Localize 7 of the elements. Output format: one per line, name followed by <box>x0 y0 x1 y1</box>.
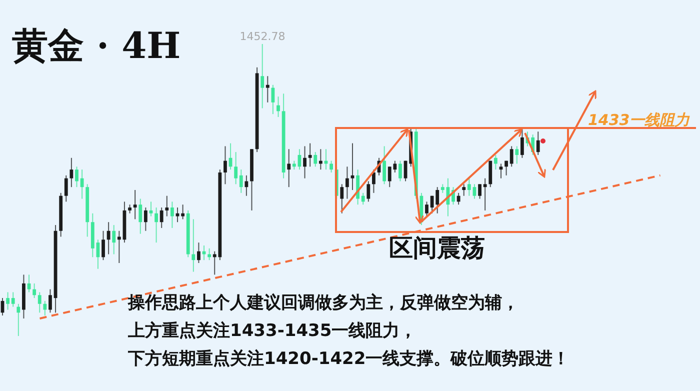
text: 下方短期重点关注1420-1422一线支撑。破位顺势跟进！ <box>127 349 570 369</box>
annotation: 1433一线阻力 <box>588 111 691 129</box>
annotation: 上方重点关注1433-1435一线阻力， <box>127 321 417 341</box>
annotation: 区间震荡 <box>389 234 485 262</box>
annotation: 操作思路上个人建议回调做多为主，反弹做空为辅， <box>127 293 519 313</box>
annotation: 1452.78 <box>240 30 286 43</box>
chart-title: 黄金 · 4H <box>12 25 181 67</box>
